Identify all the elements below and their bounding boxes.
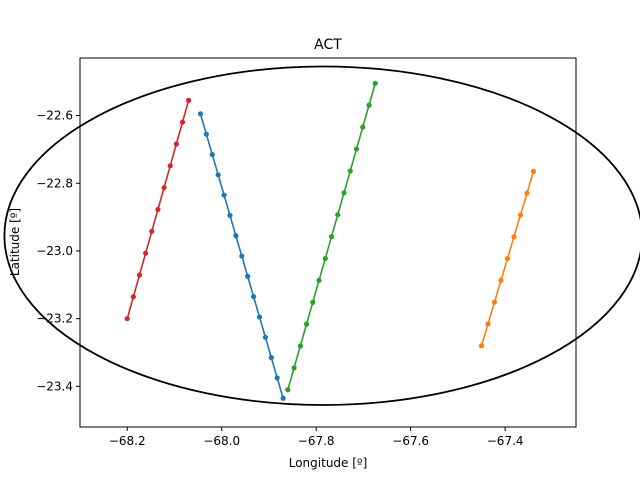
series-point [335, 212, 341, 218]
y-tick-label: −22.8 [36, 176, 73, 190]
series-3 [285, 80, 378, 393]
series-point [173, 141, 179, 147]
axis-ticks: −68.2 −68.0 −67.8 −67.6 −67.4 −22.6 −22.8 −23.0… [36, 109, 523, 448]
y-tick-label: −23.4 [36, 379, 73, 393]
series-point [511, 234, 517, 240]
series-point [209, 151, 215, 158]
series-point [161, 185, 167, 191]
series-point [197, 111, 204, 117]
series-point [491, 299, 498, 305]
series-point [328, 233, 335, 240]
series-point [372, 80, 378, 86]
series-point [251, 294, 257, 300]
x-tick-label: −68.0 [203, 434, 240, 448]
series-point [360, 124, 366, 130]
series-point [316, 277, 322, 283]
series-point [186, 97, 192, 103]
x-tick-label: −68.2 [109, 434, 146, 448]
axes-frame [79, 57, 577, 428]
series-point [310, 299, 316, 305]
series-point [268, 355, 274, 361]
series-point [239, 253, 245, 259]
boundary-ellipse [3, 65, 640, 406]
series-point [498, 277, 504, 283]
series-point [179, 119, 186, 125]
series-point [227, 212, 233, 219]
series-point [203, 131, 209, 137]
series-point [297, 343, 303, 349]
series-2 [478, 168, 537, 349]
series-point [136, 272, 143, 278]
series-point [478, 343, 485, 349]
y-tick-label: −23.0 [36, 244, 73, 258]
series-point [303, 321, 310, 327]
y-tick-label: −23.2 [36, 312, 73, 326]
series-point [155, 206, 161, 213]
series-point [143, 250, 149, 256]
series-4 [124, 97, 192, 322]
series-1 [197, 111, 286, 401]
x-axis-label: Longitude [º] [289, 456, 368, 470]
series-point [221, 192, 227, 198]
series-point [530, 168, 537, 175]
series-point [347, 168, 353, 174]
series-point [130, 294, 136, 300]
series-point [341, 190, 347, 196]
series-point [366, 102, 372, 108]
series-point [517, 212, 524, 218]
series-point [149, 228, 155, 234]
series-point [280, 395, 286, 401]
y-axis-label: Latitude [º] [8, 208, 22, 276]
series-point [485, 321, 491, 327]
plot-area [3, 65, 640, 406]
x-tick-label: −67.8 [298, 434, 335, 448]
series-point [285, 387, 291, 393]
series-point [124, 316, 130, 322]
series-point [233, 233, 239, 239]
series-point [215, 172, 221, 178]
series-point [245, 273, 251, 279]
series-point [504, 255, 511, 262]
x-tick-label: −67.6 [392, 434, 429, 448]
series-point [274, 375, 280, 381]
y-tick-label: −22.6 [36, 109, 73, 123]
series-point [262, 334, 269, 340]
series-point [524, 190, 530, 196]
series-point [322, 255, 328, 262]
series-point [291, 365, 297, 371]
series-point [353, 146, 360, 152]
series-point [256, 314, 263, 320]
x-tick-label: −67.4 [487, 434, 524, 448]
chart-title: ACT [314, 37, 342, 53]
series-point [167, 163, 173, 169]
